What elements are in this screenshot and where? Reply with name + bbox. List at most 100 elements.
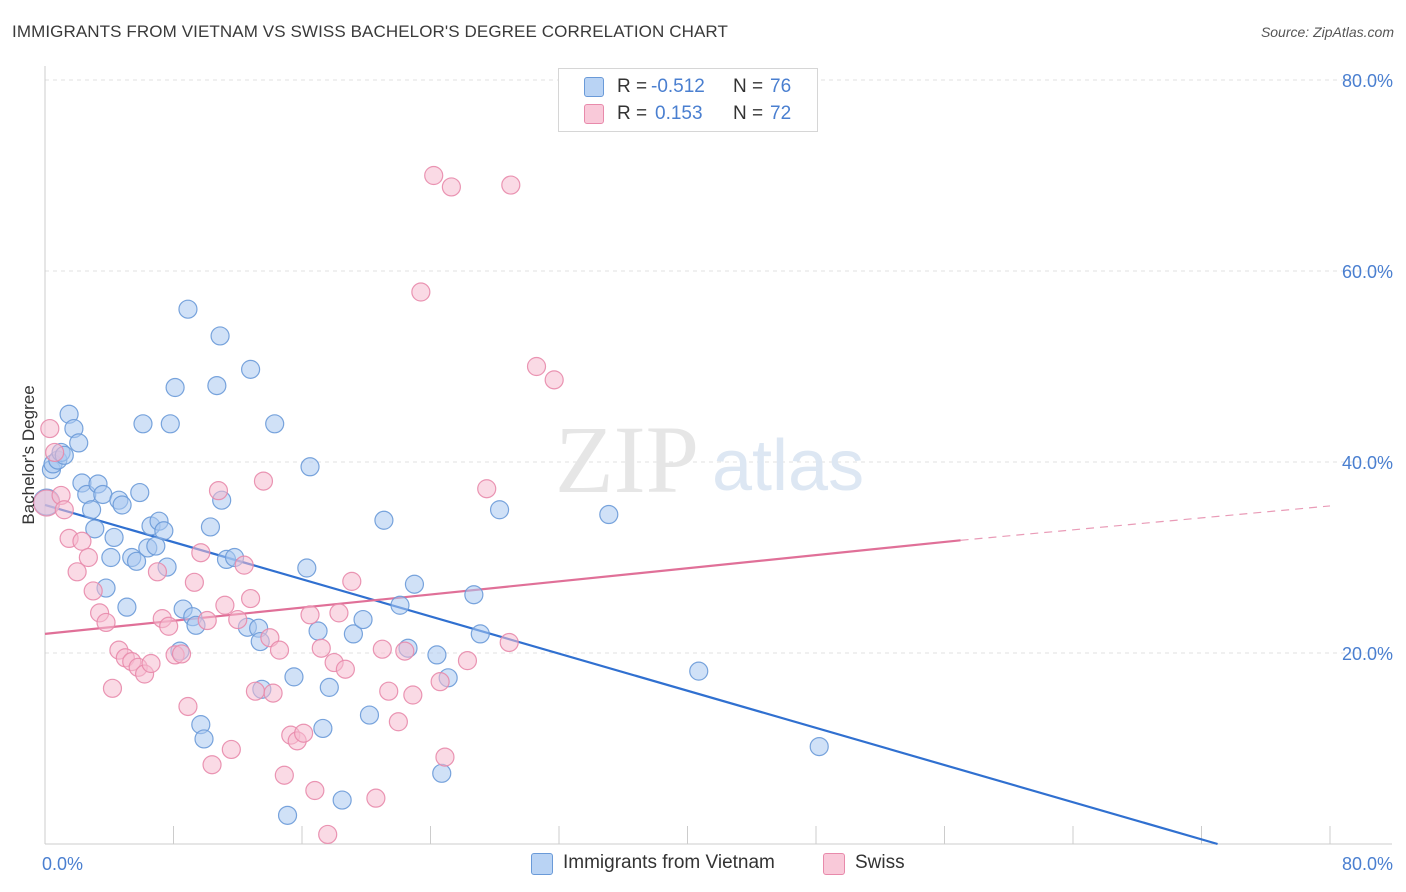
point-swiss-9 (83, 581, 103, 601)
point-vietnam-73 (599, 504, 619, 525)
series-name-vietnam: Immigrants from Vietnam (563, 852, 775, 873)
point-vietnam-62 (359, 705, 380, 725)
legend-swatch-swiss (584, 104, 604, 124)
point-vietnam-58 (319, 677, 339, 697)
tick-labels: 20.0% 40.0% 60.0% 80.0% 0.0% 80.0% (42, 71, 1393, 874)
point-vietnam-74 (689, 661, 709, 681)
point-vietnam-55 (300, 457, 320, 477)
watermark-atlas: atlas (712, 426, 864, 506)
point-vietnam-39 (194, 729, 214, 749)
data-points (33, 165, 829, 845)
point-vietnam-72 (489, 500, 510, 520)
point-vietnam-16 (101, 547, 121, 568)
series-name-swiss: Swiss (855, 852, 905, 873)
x-tick-label-0: 0.0% (42, 854, 83, 874)
point-swiss-59 (424, 165, 444, 186)
point-swiss-24 (178, 696, 198, 717)
point-vietnam-31 (160, 414, 180, 434)
point-swiss-56 (395, 641, 415, 661)
point-swiss-50 (335, 659, 355, 679)
point-vietnam-66 (404, 574, 425, 594)
y-tick-label-1: 40.0% (1342, 453, 1393, 473)
point-swiss-33 (234, 555, 254, 575)
point-vietnam-22 (126, 551, 147, 571)
point-swiss-18 (141, 653, 161, 674)
y-tick-label-3: 80.0% (1342, 71, 1393, 91)
point-vietnam-20 (117, 597, 137, 617)
series-swatch-swiss (823, 853, 845, 875)
point-swiss-57 (403, 685, 423, 705)
point-swiss-49 (329, 603, 349, 623)
point-swiss-2 (45, 442, 65, 463)
point-vietnam-67 (427, 645, 447, 665)
point-swiss-61 (435, 747, 455, 767)
point-swiss-66 (501, 175, 521, 195)
point-swiss-43 (294, 723, 314, 743)
point-swiss-65 (499, 632, 519, 653)
legend-r-label: R = (617, 103, 648, 124)
point-vietnam-63 (374, 510, 394, 530)
trend-line-swiss-extension (960, 505, 1331, 541)
point-swiss-25 (184, 572, 204, 592)
grid-lines (45, 79, 1392, 654)
point-swiss-11 (96, 612, 116, 633)
point-vietnam-24 (133, 414, 153, 434)
point-swiss-53 (372, 639, 392, 659)
point-vietnam-60 (343, 624, 363, 644)
point-vietnam-71 (470, 624, 490, 644)
point-swiss-62 (441, 177, 461, 197)
axes (44, 66, 1392, 845)
point-swiss-26 (191, 543, 211, 563)
point-swiss-28 (202, 755, 222, 775)
point-swiss-31 (221, 739, 241, 760)
point-vietnam-42 (210, 326, 230, 346)
point-swiss-38 (263, 683, 283, 703)
legend-n-label: N = (733, 76, 764, 97)
legend-n-value: 72 (770, 103, 792, 124)
point-vietnam-32 (165, 377, 185, 398)
point-vietnam-47 (241, 359, 261, 379)
point-swiss-30 (215, 595, 235, 615)
point-vietnam-64 (390, 595, 410, 615)
point-swiss-27 (197, 610, 217, 631)
point-vietnam-35 (178, 299, 198, 319)
legend-r-value: 0.153 (655, 103, 703, 124)
chart-title: IMMIGRANTS FROM VIETNAM VS SWISS BACHELO… (12, 22, 728, 41)
point-vietnam-61 (353, 609, 373, 630)
source-note: Source: ZipAtlas.com (1260, 24, 1394, 40)
point-swiss-1 (40, 418, 60, 439)
point-swiss-64 (477, 479, 497, 499)
point-swiss-55 (388, 712, 408, 732)
point-vietnam-41 (207, 376, 227, 396)
point-swiss-35 (245, 681, 266, 701)
point-vietnam-68 (432, 763, 452, 783)
point-vietnam-56 (308, 621, 328, 641)
point-vietnam-59 (332, 790, 352, 810)
point-vietnam-19 (112, 495, 132, 515)
point-vietnam-12 (85, 519, 105, 539)
legend-swatch-vietnam (584, 77, 604, 97)
point-swiss-54 (379, 681, 399, 701)
point-swiss-23 (171, 644, 192, 664)
point-vietnam-8 (69, 433, 89, 453)
point-vietnam-70 (464, 585, 484, 605)
point-swiss-45 (305, 780, 325, 801)
series-swatch-vietnam (531, 853, 553, 875)
point-vietnam-17 (104, 527, 124, 548)
point-swiss-36 (253, 471, 274, 491)
point-vietnam-57 (313, 718, 333, 739)
point-swiss-44 (300, 605, 320, 625)
point-swiss-29 (208, 481, 229, 501)
point-vietnam-23 (130, 482, 150, 503)
point-swiss-63 (457, 651, 478, 671)
correlation-legend: R = -0.512 N = 76 R = 0.153 N = 72 (558, 68, 818, 132)
trend-line-swiss (44, 539, 961, 635)
y-axis-label: Bachelor's Degree (19, 385, 38, 524)
legend-r-value: -0.512 (651, 76, 705, 97)
point-vietnam-51 (265, 414, 285, 434)
x-tick-label-1: 80.0% (1342, 854, 1393, 874)
point-vietnam-11 (81, 500, 102, 520)
point-swiss-6 (67, 562, 87, 582)
point-swiss-34 (241, 588, 261, 609)
